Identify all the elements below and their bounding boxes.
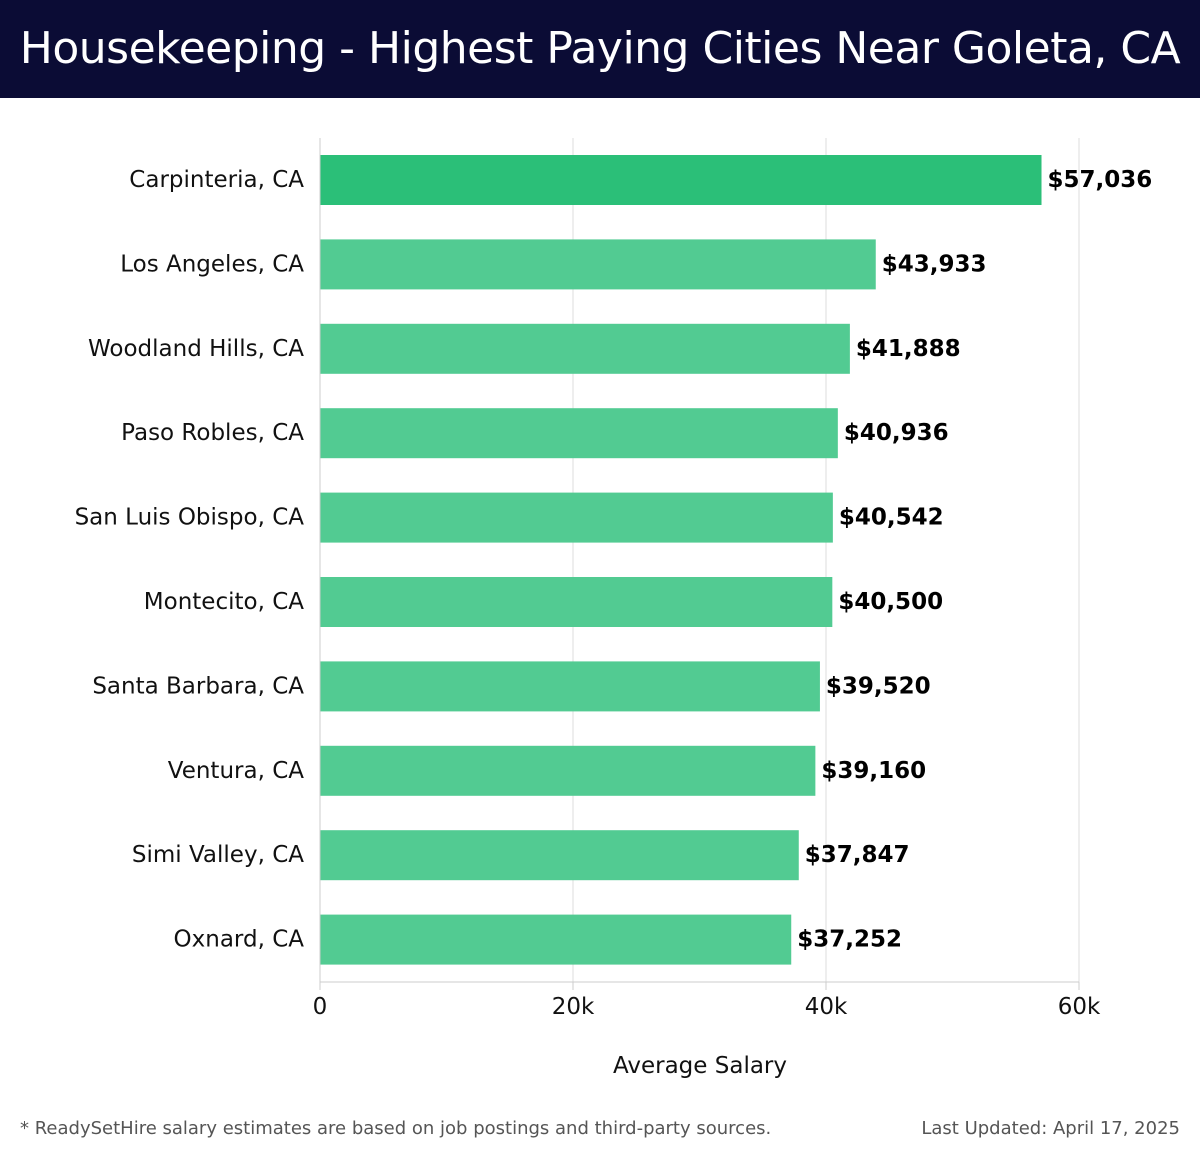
header-bar: Housekeeping - Highest Paying Cities Nea… — [0, 0, 1200, 98]
category-label: Ventura, CA — [168, 758, 305, 784]
category-label: Santa Barbara, CA — [92, 673, 304, 699]
bar — [320, 745, 816, 796]
category-label: Los Angeles, CA — [120, 251, 304, 277]
category-label: San Luis Obispo, CA — [75, 505, 305, 531]
x-tick-label: 40k — [805, 994, 848, 1020]
x-tick-label: 0 — [313, 994, 328, 1020]
category-label: Simi Valley, CA — [132, 842, 304, 868]
value-label: $40,500 — [838, 589, 943, 615]
bar — [320, 661, 820, 712]
value-label: $57,036 — [1048, 167, 1153, 193]
footer-note: * ReadySetHire salary estimates are base… — [20, 1118, 772, 1139]
bar — [320, 830, 799, 881]
x-axis-title: Average Salary — [613, 1053, 787, 1079]
x-tick-label: 60k — [1058, 994, 1101, 1020]
last-updated: Last Updated: April 17, 2025 — [921, 1118, 1180, 1139]
x-tick-label: 20k — [552, 994, 595, 1020]
category-label: Oxnard, CA — [174, 927, 305, 953]
bar — [320, 914, 792, 965]
value-label: $41,888 — [856, 336, 961, 362]
bar — [320, 323, 850, 374]
value-label: $40,936 — [844, 420, 949, 446]
bar — [320, 408, 838, 459]
salary-bar-chart: Carpinteria, CA Los Angeles, CA Woodland H… — [75, 138, 1153, 1079]
category-label: Woodland Hills, CA — [88, 336, 304, 362]
value-label: $39,520 — [826, 673, 931, 699]
category-label: Paso Robles, CA — [121, 420, 304, 446]
value-label: $37,847 — [805, 842, 910, 868]
value-label: $43,933 — [882, 251, 987, 277]
page-title: Housekeeping - Highest Paying Cities Nea… — [19, 23, 1181, 74]
value-label: $37,252 — [797, 927, 902, 953]
category-label: Montecito, CA — [144, 589, 304, 615]
value-label: $40,542 — [839, 505, 944, 531]
category-label: Carpinteria, CA — [129, 167, 304, 193]
value-label: $39,160 — [821, 758, 926, 784]
bar — [320, 492, 833, 543]
bar — [320, 155, 1042, 205]
bar — [320, 239, 876, 290]
bar — [320, 577, 833, 627]
